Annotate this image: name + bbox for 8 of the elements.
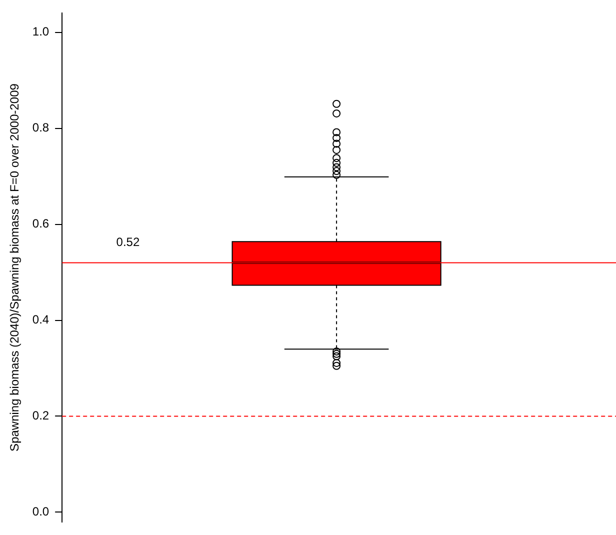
y-tick-label: 0.8 <box>32 120 50 135</box>
y-tick-label: 0.2 <box>32 408 50 423</box>
y-tick-label: 0.6 <box>32 216 50 231</box>
y-axis-title: Spawning biomass (2040)/Spawning biomass at F=0 over 2000-2009 <box>8 83 22 452</box>
ref-line-label: 0.52 <box>116 235 140 250</box>
y-tick-label: 0.0 <box>32 504 50 519</box>
y-tick-label: 0.4 <box>32 312 50 327</box>
y-tick-label: 1.0 <box>32 24 50 39</box>
